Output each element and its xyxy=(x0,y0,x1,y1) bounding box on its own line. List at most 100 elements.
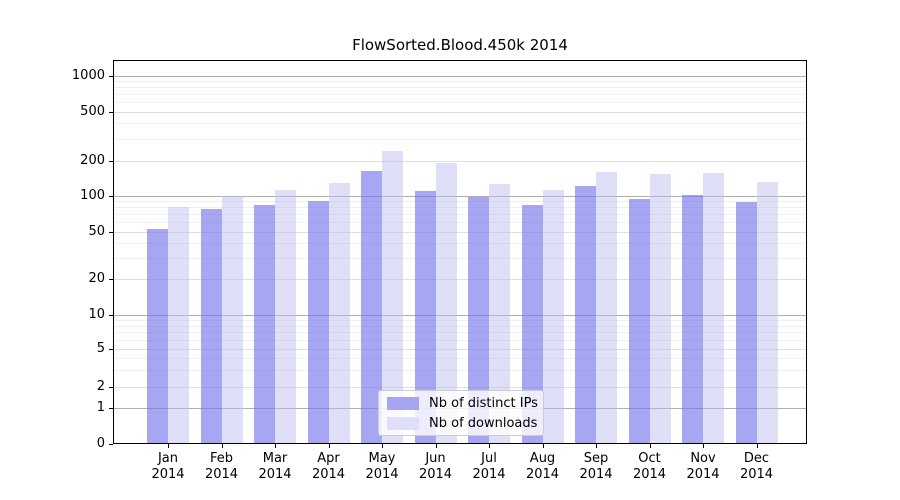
y-tick-label: 200 xyxy=(80,152,105,168)
gridline xyxy=(114,111,806,113)
gridline-major xyxy=(114,75,806,77)
bar-downloads xyxy=(703,173,724,444)
gridline-major xyxy=(114,195,806,197)
gridline xyxy=(114,349,806,350)
gridline-minor xyxy=(114,320,806,322)
bar-downloads xyxy=(649,174,671,444)
x-tick-label: Mar 2014 xyxy=(258,451,292,482)
x-tick-mark xyxy=(596,444,597,448)
gridline-minor xyxy=(114,138,806,140)
legend-swatch-downloads-icon xyxy=(387,416,419,430)
y-tick-mark xyxy=(109,232,113,233)
bar-downloads xyxy=(328,182,350,444)
gridline-minor xyxy=(114,123,806,125)
legend-item-downloads: Nb of downloads xyxy=(387,416,543,431)
y-tick-label: 500 xyxy=(80,103,105,119)
y-tick-label: 50 xyxy=(88,224,105,239)
bar-distinct-ips xyxy=(414,190,436,444)
x-tick-mark xyxy=(168,444,169,448)
x-tick-mark xyxy=(435,444,437,448)
bar-downloads xyxy=(489,184,510,444)
legend-label-downloads: Nb of downloads xyxy=(429,415,538,431)
x-tick-label: Jul 2014 xyxy=(472,451,506,482)
bar-distinct-ips xyxy=(147,228,168,444)
y-tick-mark xyxy=(109,195,113,197)
y-tick-mark xyxy=(109,408,113,409)
x-tick-label: Jan 2014 xyxy=(151,451,185,482)
x-tick-mark xyxy=(542,444,544,448)
gridline-minor xyxy=(114,87,806,89)
gridline-minor xyxy=(114,94,806,96)
x-tick-mark xyxy=(221,444,223,448)
x-tick-label: Jun 2014 xyxy=(418,451,453,482)
gridline-major xyxy=(114,315,806,316)
y-tick-label: 0 xyxy=(96,435,105,451)
legend-swatch-distinct-ips-icon xyxy=(387,396,419,410)
gridline-minor xyxy=(114,207,806,209)
gridline xyxy=(114,232,806,233)
bar-distinct-ips xyxy=(361,171,382,444)
x-tick-label: Aug 2014 xyxy=(525,451,560,482)
gridline-minor xyxy=(114,340,806,342)
y-tick-mark xyxy=(109,279,113,280)
x-tick-label: May 2014 xyxy=(365,451,399,482)
gridline-minor xyxy=(114,370,806,372)
y-tick-mark xyxy=(109,349,113,350)
gridline-minor xyxy=(114,222,806,224)
bar-downloads xyxy=(542,189,564,444)
bar-distinct-ips xyxy=(254,205,275,444)
y-tick-label: 1000 xyxy=(71,67,105,83)
y-tick-mark xyxy=(109,111,113,113)
gridline-minor xyxy=(114,325,806,327)
bar-distinct-ips xyxy=(307,200,329,444)
x-tick-mark xyxy=(703,444,704,448)
gridline-minor xyxy=(114,243,806,245)
bar-distinct-ips xyxy=(682,195,703,444)
x-tick-label: Feb 2014 xyxy=(204,451,239,482)
y-tick-label: 2 xyxy=(96,379,105,394)
x-tick-label: Dec 2014 xyxy=(739,451,774,482)
y-tick-label: 1 xyxy=(96,400,105,415)
x-tick-label: Sep 2014 xyxy=(579,451,613,482)
y-tick-mark xyxy=(109,160,113,162)
y-tick-label: 10 xyxy=(88,307,105,322)
bar-distinct-ips xyxy=(200,209,222,444)
y-tick-mark xyxy=(109,387,113,388)
chart-title: FlowSorted.Blood.450k 2014 xyxy=(352,36,568,54)
gridline xyxy=(114,160,806,162)
x-tick-mark xyxy=(756,444,758,448)
bar-distinct-ips xyxy=(575,186,596,444)
bar-distinct-ips xyxy=(628,198,650,444)
bar-distinct-ips xyxy=(468,197,489,444)
gridline-minor xyxy=(114,332,806,334)
x-tick-mark xyxy=(382,444,383,448)
gridline xyxy=(114,387,806,388)
bar-downloads xyxy=(168,207,189,444)
x-tick-mark xyxy=(328,444,330,448)
gridline-minor xyxy=(114,201,806,203)
bar-downloads xyxy=(596,171,617,444)
gridline-minor xyxy=(114,358,806,360)
bar-distinct-ips xyxy=(735,202,757,444)
x-tick-mark xyxy=(649,444,651,448)
gridline-minor xyxy=(114,80,806,82)
y-tick-mark xyxy=(109,315,113,316)
y-tick-label: 20 xyxy=(88,271,105,286)
x-tick-label: Oct 2014 xyxy=(632,451,667,482)
legend-item-distinct-ips: Nb of distinct IPs xyxy=(387,396,543,411)
x-tick-label: Nov 2014 xyxy=(686,451,720,482)
bar-downloads xyxy=(756,181,778,444)
x-tick-mark xyxy=(275,444,276,448)
bar-distinct-ips xyxy=(521,205,543,444)
y-tick-label: 100 xyxy=(80,187,105,203)
y-tick-mark xyxy=(109,75,113,77)
gridline-minor xyxy=(114,214,806,216)
gridline xyxy=(114,279,806,280)
y-tick-label: 5 xyxy=(96,341,105,356)
bar-downloads xyxy=(275,190,296,444)
gridline-minor xyxy=(114,102,806,104)
bar-downloads xyxy=(221,195,243,444)
bar-downloads xyxy=(382,150,403,444)
x-tick-label: Apr 2014 xyxy=(311,451,346,482)
